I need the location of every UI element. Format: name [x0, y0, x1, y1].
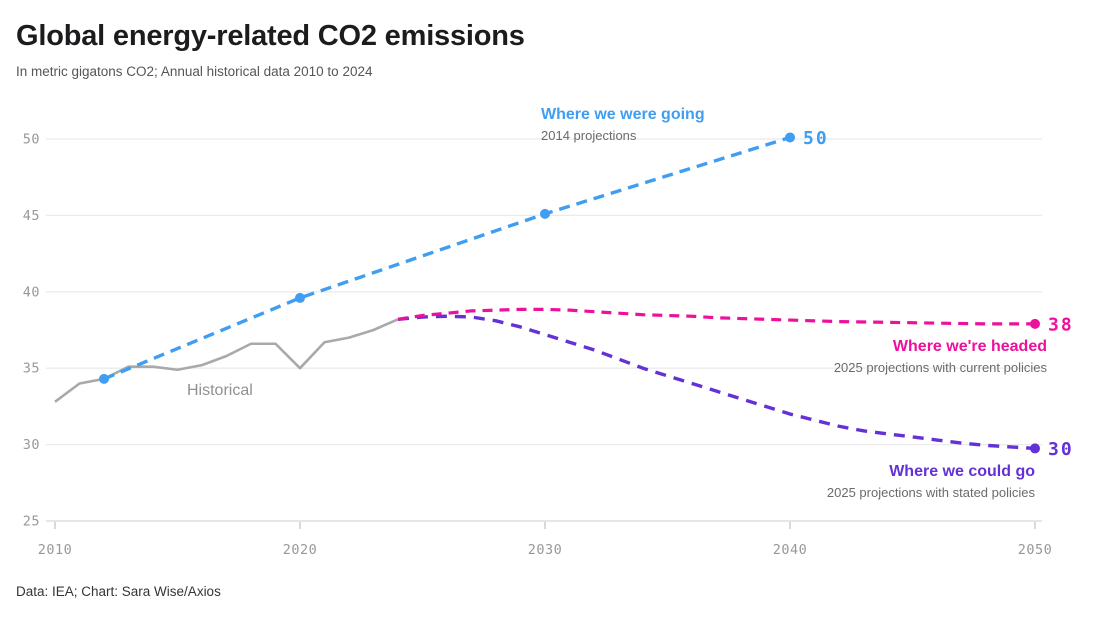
annotation-where-we-were-going-title: Where we were going	[541, 106, 705, 123]
x-axis-tick-2050: 2050	[1018, 542, 1053, 558]
source-credit: Data: IEA; Chart: Sara Wise/Axios	[16, 584, 221, 599]
series-1-marker-2030	[540, 208, 550, 219]
series-1-marker-2012	[99, 373, 109, 384]
annotation-historical: Historical	[187, 382, 253, 399]
annotation-where-we-could-go-title: Where we could go	[889, 463, 1035, 480]
annotation-where-we-could-go: Where we could go 2025 projections with …	[827, 463, 1035, 500]
series-line-2	[397, 307, 1035, 326]
chart-title: Global energy-related CO2 emissions	[16, 20, 525, 52]
series-1-marker-2020	[295, 292, 305, 303]
chart-subtitle: In metric gigatons CO2; Annual historica…	[16, 64, 373, 79]
x-axis-tick-2010: 2010	[38, 542, 73, 558]
series-3-end-value-label: 30	[1048, 439, 1074, 460]
series-line-1	[103, 135, 791, 381]
series-2-end-value-label: 38	[1048, 314, 1074, 335]
y-axis-tick-35: 35	[23, 361, 40, 377]
annotation-where-we-were-going-subtitle: 2014 projections	[541, 128, 637, 144]
annotation-where-we-could-go-subtitle: 2025 projections with stated policies	[826, 485, 1035, 501]
y-axis-tick-40: 40	[23, 284, 40, 300]
y-axis-tick-45: 45	[23, 208, 40, 224]
annotation-where-we-were-going: Where we were going 2014 projections	[541, 106, 705, 143]
x-axis-tick-2040: 2040	[773, 542, 808, 558]
y-axis-tick-25: 25	[23, 514, 40, 530]
y-axis-tick-30: 30	[23, 437, 40, 453]
x-axis-tick-2020: 2020	[283, 542, 318, 558]
annotation-where-were-headed-subtitle: 2025 projections with current policies	[833, 360, 1047, 376]
y-axis-tick-50: 50	[23, 132, 40, 148]
series-1-marker-2040	[785, 132, 795, 143]
annotation-where-were-headed-title: Where we're headed	[892, 338, 1047, 355]
series-2-end-marker	[1030, 318, 1040, 329]
x-axis-tick-2030: 2030	[528, 542, 563, 558]
annotation-where-were-headed: Where we're headed 2025 projections with…	[834, 338, 1047, 375]
series-3-end-marker	[1030, 443, 1040, 454]
series-1-end-value-label: 50	[803, 128, 829, 149]
series-line-3	[397, 314, 1036, 451]
